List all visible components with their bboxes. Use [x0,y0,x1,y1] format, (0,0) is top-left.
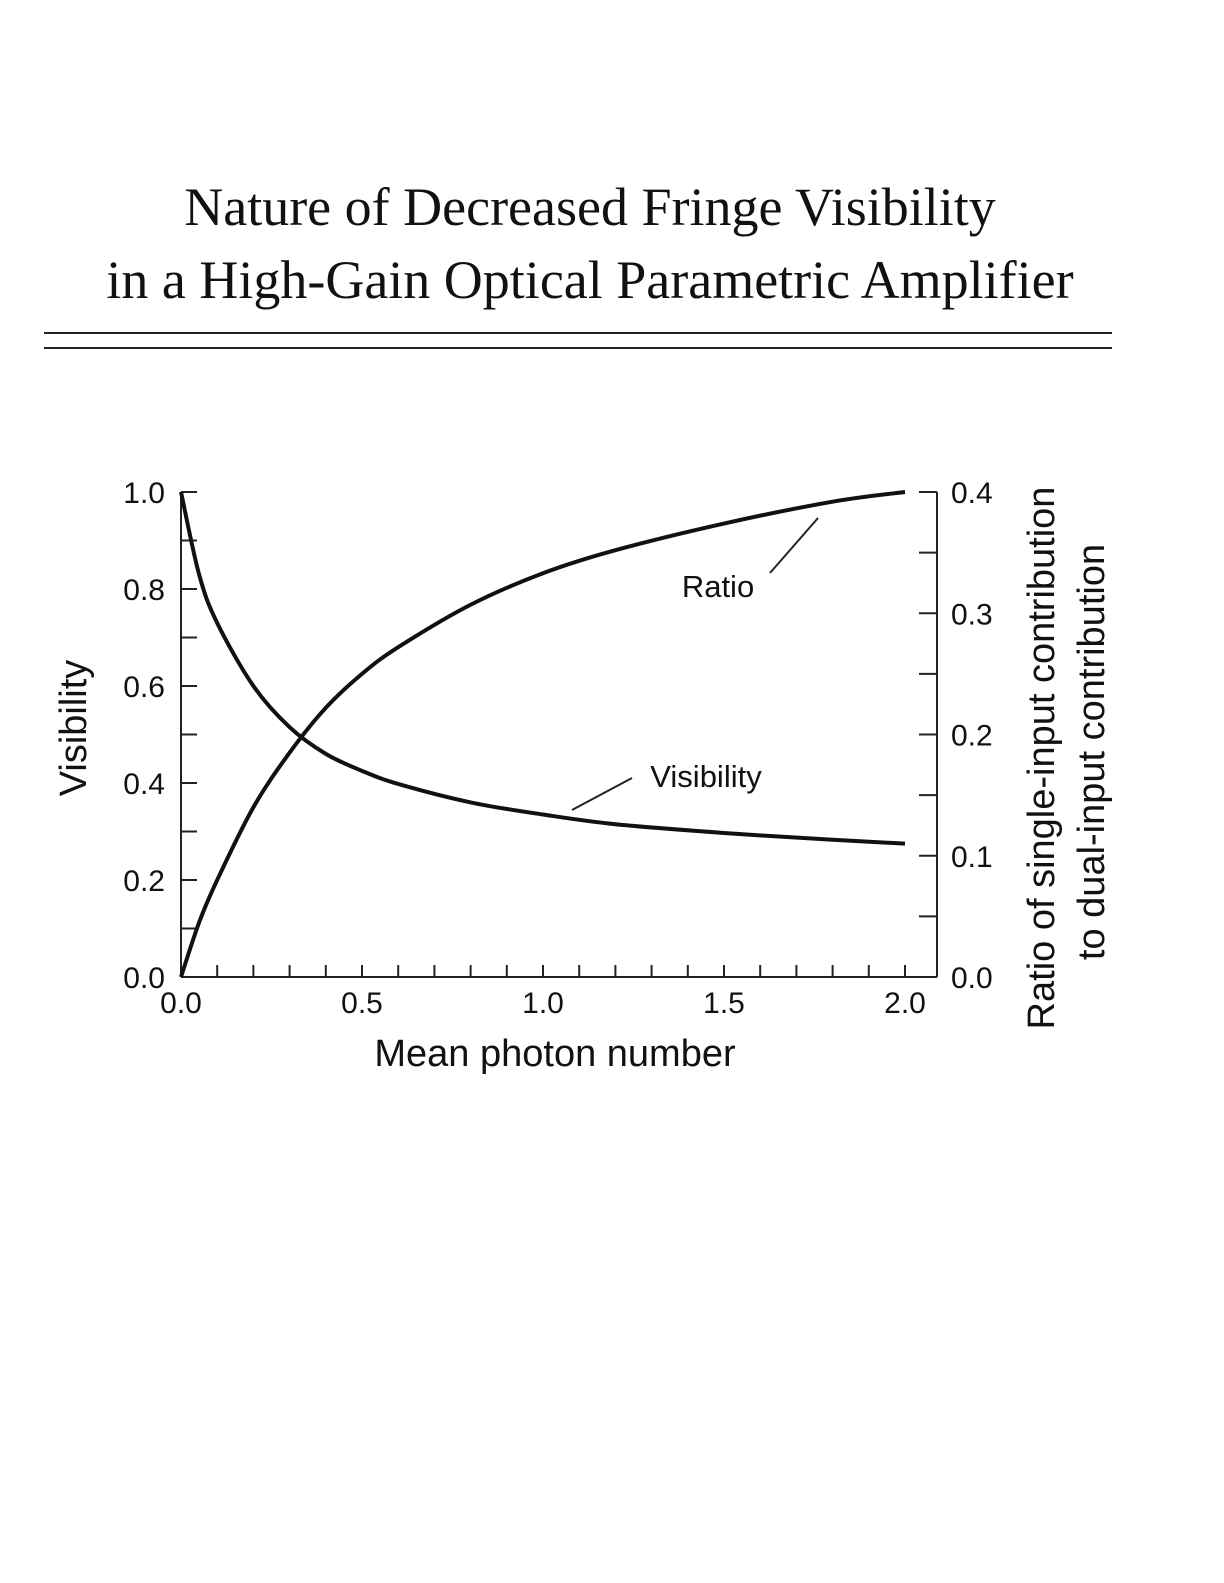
x-tick-label: 2.0 [884,987,926,1020]
annotation-ratio-label: Ratio [682,569,754,604]
annotation-visibility-label: Visibility [650,759,762,794]
x-tick-label: 0.0 [160,987,202,1020]
x-axis-label: Mean photon number [374,1033,736,1075]
y-right-tick-label: 0.3 [951,598,993,631]
y-right-tick-label: 0.2 [951,720,993,753]
y-axis-right-label-line-2: to dual-input contribution [1071,544,1113,960]
annotation-visibility-leader [571,777,633,811]
y-axis-left-label: Visibility [53,660,95,797]
y-left-tick-label: 0.0 [123,962,165,995]
y-left-tick-label: 0.6 [123,671,165,704]
annotations: Ratio Visibility [571,517,819,811]
y-axis-right-label-line-1: Ratio of single-input contribution [1021,487,1063,1030]
title-rule-bottom [44,347,1112,349]
annotation-ratio-leader [769,517,819,574]
title-rule-top [44,332,1112,334]
y-right-tick-label: 0.0 [951,962,993,995]
series-layer [179,490,906,978]
x-tick-label: 1.0 [522,987,564,1020]
y-left-tick-label: 0.2 [123,865,165,898]
y-left-tick-label: 0.4 [123,768,165,801]
series-line-ratio [179,490,906,978]
y-right-tick-label: 0.1 [951,841,993,874]
y-right-tick-label: 0.4 [951,477,993,510]
chart-title-line-2: in a High-Gain Optical Parametric Amplif… [106,250,1074,310]
chart-title-line-1: Nature of Decreased Fringe Visibility [184,177,996,237]
series-line-visibility [179,491,906,846]
axes: 0.0 0.2 0.4 0.6 0.8 1.0 0.0 0.1 0.2 0.3 0.4 0.0 0.5 1… [123,477,992,1020]
x-tick-label: 0.5 [341,987,383,1020]
y-left-tick-label: 0.8 [123,574,165,607]
x-tick-label: 1.5 [703,987,745,1020]
y-left-tick-label: 1.0 [123,477,165,510]
